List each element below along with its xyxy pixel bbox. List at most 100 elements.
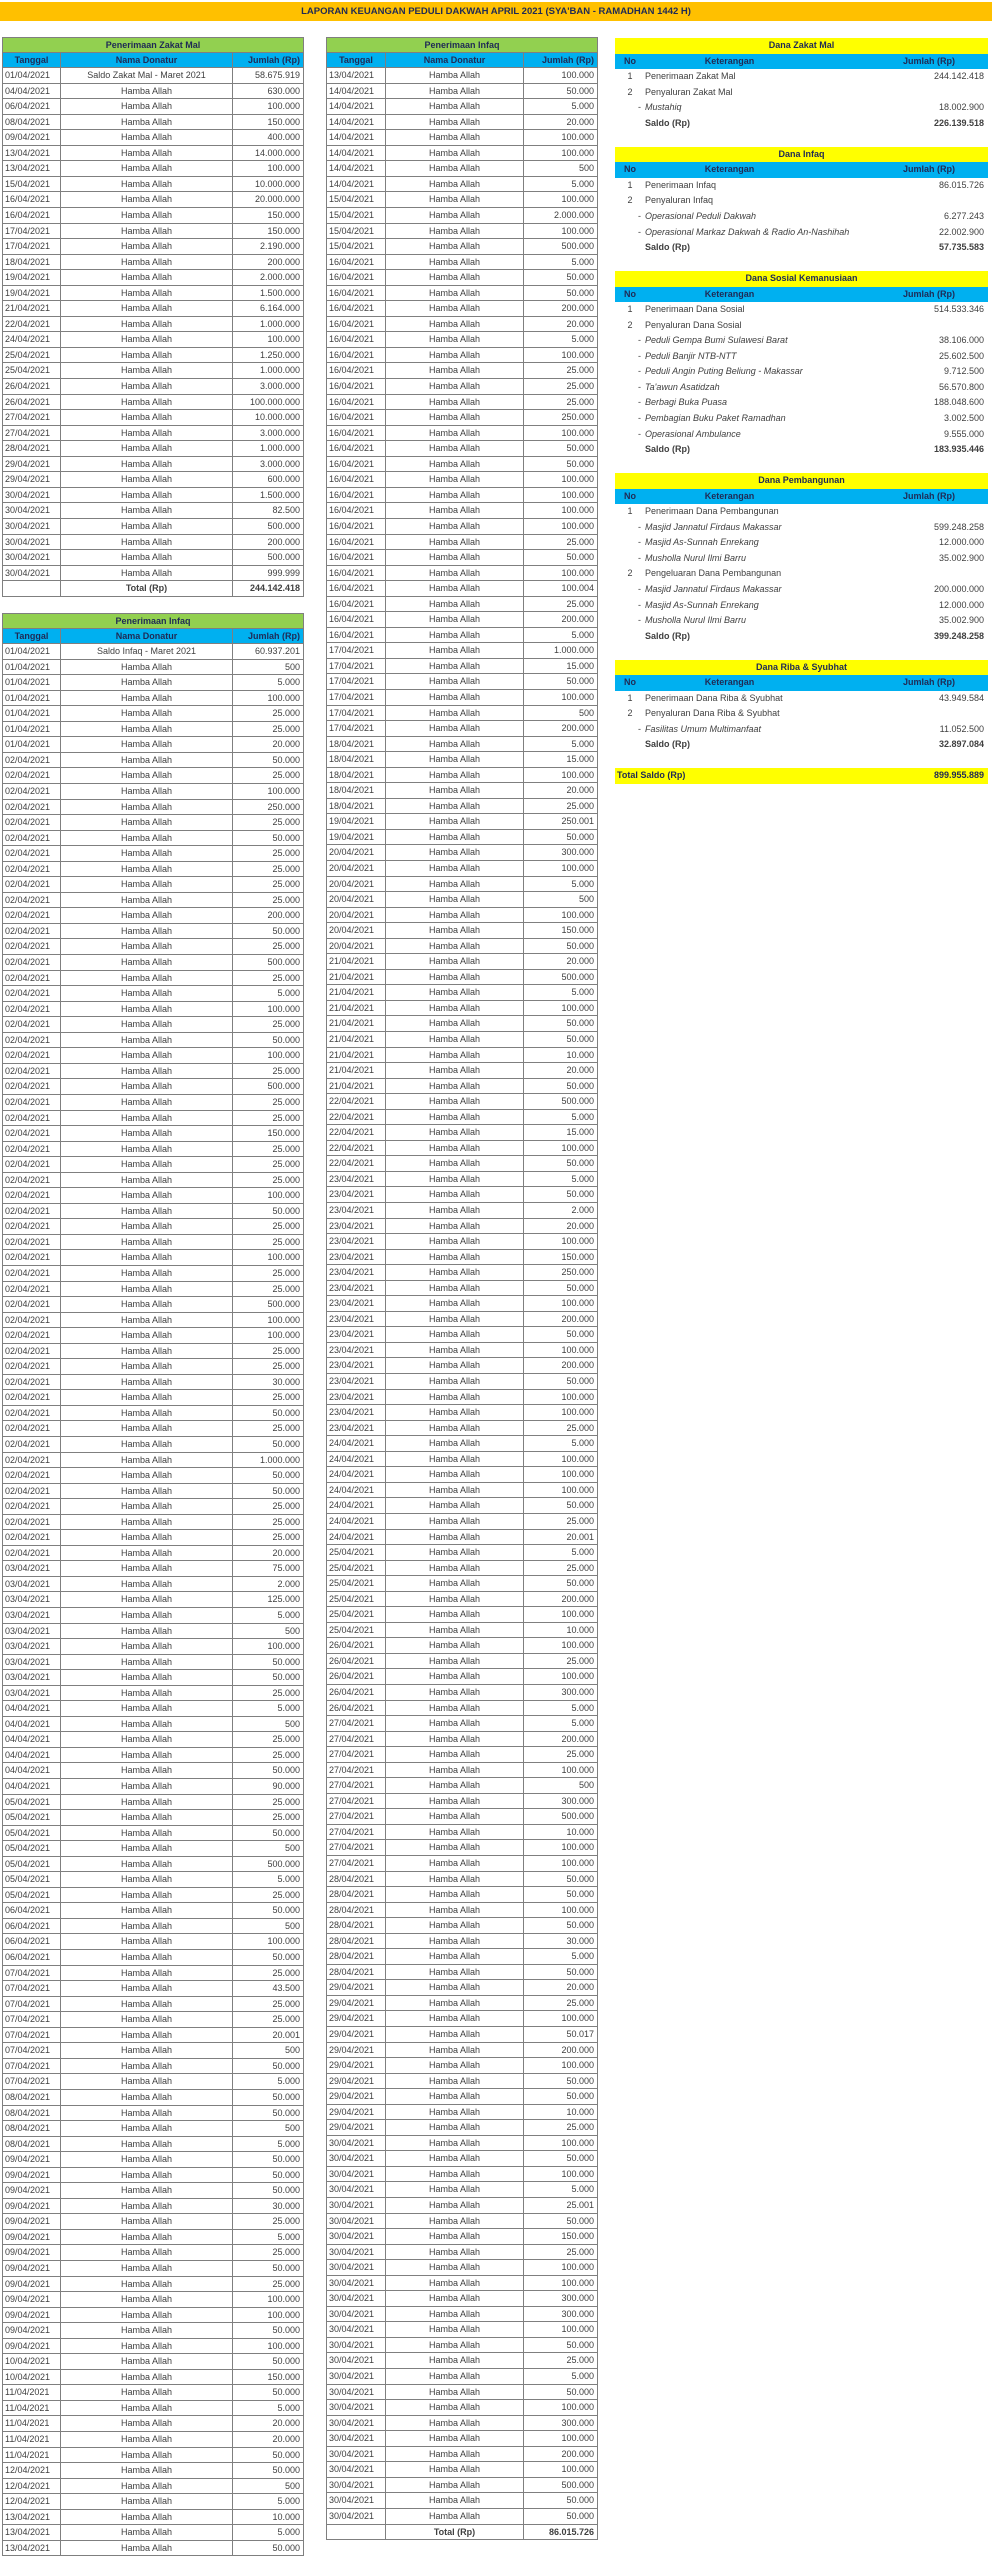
amount-cell: 25.000 [272, 2278, 300, 2289]
table-row: 02/04/2021 Hamba Allah 250.000 [3, 799, 303, 816]
date-cell: 18/04/2021 [327, 798, 386, 814]
amount-cell: 25.000 [566, 598, 594, 609]
donor-cell: Hamba Allah [61, 752, 233, 768]
date-cell: 30/04/2021 [3, 565, 61, 581]
table-row: 02/04/2021 Hamba Allah 100.000 [3, 1188, 303, 1204]
amount-cell: 500 [578, 1780, 594, 1791]
amount-cell: 50.000 [566, 458, 594, 469]
row-number: 2 [627, 708, 633, 719]
table-row: 09/04/2021 Hamba Allah 100.000 [3, 2338, 303, 2355]
amount-cell: 20.000 [566, 956, 594, 967]
table-row: 30/04/2021 Hamba Allah 100.000 [327, 2400, 597, 2416]
amount-cell: 200.000 [267, 910, 300, 921]
date-cell: 02/04/2021 [3, 1468, 61, 1483]
amount-cell: 5.000 [277, 2138, 300, 2149]
table-row: 28/04/2021 Hamba Allah 50.000 [327, 1871, 597, 1888]
date-cell: 16/04/2021 [327, 379, 386, 394]
date-cell: 04/04/2021 [3, 1779, 61, 1794]
date-cell: 21/04/2021 [3, 301, 61, 316]
donor-cell: Hamba Allah [61, 1188, 233, 1203]
donor-cell: Hamba Allah [386, 68, 524, 83]
donor-cell: Hamba Allah [386, 1964, 524, 1980]
date-cell: 30/04/2021 [327, 2477, 386, 2493]
summary-row: - Berbagi Buka Puasa 188.048.600 [615, 395, 988, 411]
date-cell: 21/04/2021 [327, 1016, 386, 1031]
row-amount [874, 85, 988, 101]
table-row: 16/04/2021 Hamba Allah 25.000 [327, 363, 597, 380]
amount-cell: 100.000 [267, 334, 300, 345]
row-amount: 3.002.500 [943, 413, 984, 424]
date-cell: 21/04/2021 [327, 1078, 386, 1094]
donor-cell: Hamba Allah [61, 1405, 233, 1421]
date-cell: 23/04/2021 [327, 1342, 386, 1358]
amount-cell: 100.000 [267, 2309, 300, 2320]
donor-cell: Hamba Allah [61, 2012, 233, 2027]
table-row: 30/04/2021 Hamba Allah 100.000 [327, 2135, 597, 2152]
donor-cell: Hamba Allah [386, 2166, 524, 2182]
table-header: Tanggal Nama Donatur Jumlah (Rp) [3, 52, 303, 69]
table-row: 27/04/2021 Hamba Allah 10.000.000 [3, 410, 303, 426]
donor-cell: Hamba Allah [61, 518, 233, 534]
row-amount: 6.277.243 [943, 210, 984, 221]
donor-cell: Hamba Allah [61, 1328, 233, 1343]
table-row: 02/04/2021 Hamba Allah 50.000 [3, 1436, 303, 1453]
amount-cell: 1.000.000 [259, 365, 300, 376]
amount-cell: 20.000 [566, 1220, 594, 1231]
amount-cell: 5.000 [571, 1951, 594, 1962]
table-row: 23/04/2021 Hamba Allah 50.000 [327, 1187, 597, 1204]
row-amount: 514.533.346 [933, 304, 984, 315]
date-cell: 02/04/2021 [3, 1359, 61, 1374]
amount-cell: 5.000 [277, 2402, 300, 2413]
date-cell: 30/04/2021 [327, 2415, 386, 2431]
amount-cell: 100.000 [561, 2464, 594, 2475]
amount-cell: 25.000 [272, 1019, 300, 1030]
donor-cell: Hamba Allah [61, 394, 233, 410]
donor-cell: Hamba Allah [386, 1762, 524, 1778]
donor-cell: Hamba Allah [61, 1701, 233, 1716]
amount-cell: 50.000 [566, 552, 594, 563]
donor-cell: Hamba Allah [386, 2337, 524, 2353]
amount-cell: 3.000.000 [259, 458, 300, 469]
date-cell: 17/04/2021 [327, 689, 386, 705]
table-row: 04/04/2021 Hamba Allah 25.000 [3, 1732, 303, 1748]
donor-cell: Hamba Allah [386, 363, 524, 379]
donor-cell: Hamba Allah [61, 939, 233, 955]
date-cell: 07/04/2021 [3, 1996, 61, 2012]
amount-cell: 50.000 [566, 1282, 594, 1293]
table-row: 30/04/2021 Hamba Allah 5.000 [327, 2182, 597, 2199]
donor-cell: Hamba Allah [61, 2447, 233, 2463]
donor-cell: Hamba Allah [61, 2058, 233, 2074]
table-row: 16/04/2021 Hamba Allah 200.000 [327, 612, 597, 628]
date-cell: 02/04/2021 [3, 1063, 61, 1079]
summary-panel: Dana Zakat Mal No Keterangan Jumlah (Rp) 1 Pe… [615, 38, 988, 785]
table-row: 28/04/2021 Hamba Allah 30.000 [327, 1933, 597, 1950]
table-row: 30/04/2021 Hamba Allah 100.000 [327, 2462, 597, 2478]
donor-cell: Hamba Allah [61, 1794, 233, 1810]
donor-cell: Hamba Allah [386, 1669, 524, 1684]
date-cell: 02/04/2021 [3, 1436, 61, 1452]
date-cell: 30/04/2021 [327, 2291, 386, 2306]
date-cell: 20/04/2021 [327, 860, 386, 876]
table-row: 21/04/2021 Hamba Allah 20.000 [327, 954, 597, 970]
date-cell: 30/04/2021 [327, 2369, 386, 2384]
date-cell: 30/04/2021 [327, 2384, 386, 2400]
donor-cell: Hamba Allah [386, 581, 524, 596]
amount-cell: 2.000.000 [259, 272, 300, 283]
date-cell: 30/04/2021 [327, 2229, 386, 2244]
donor-cell: Hamba Allah [61, 1685, 233, 1701]
table-row: 21/04/2021 Hamba Allah 50.000 [327, 1032, 597, 1048]
date-cell: 02/04/2021 [3, 1452, 61, 1468]
column-header: Nama Donatur [61, 628, 233, 644]
date-cell: 24/04/2021 [3, 332, 61, 347]
table-row: 06/04/2021 Hamba Allah 100.000 [3, 99, 303, 115]
donor-cell: Hamba Allah [61, 1265, 233, 1281]
date-cell: 21/04/2021 [327, 1063, 386, 1078]
table-row: 11/04/2021 Hamba Allah 20.000 [3, 2431, 303, 2448]
table-row: 02/04/2021 Hamba Allah 25.000 [3, 1172, 303, 1189]
amount-cell: 125.000 [267, 1594, 300, 1605]
amount-cell: 25.000 [272, 1283, 300, 1294]
table-row: 15/04/2021 Hamba Allah 500.000 [327, 239, 597, 255]
table-row: 25/04/2021 Hamba Allah 50.000 [327, 1576, 597, 1592]
date-cell: 16/04/2021 [327, 627, 386, 643]
date-cell: 29/04/2021 [327, 2120, 386, 2135]
